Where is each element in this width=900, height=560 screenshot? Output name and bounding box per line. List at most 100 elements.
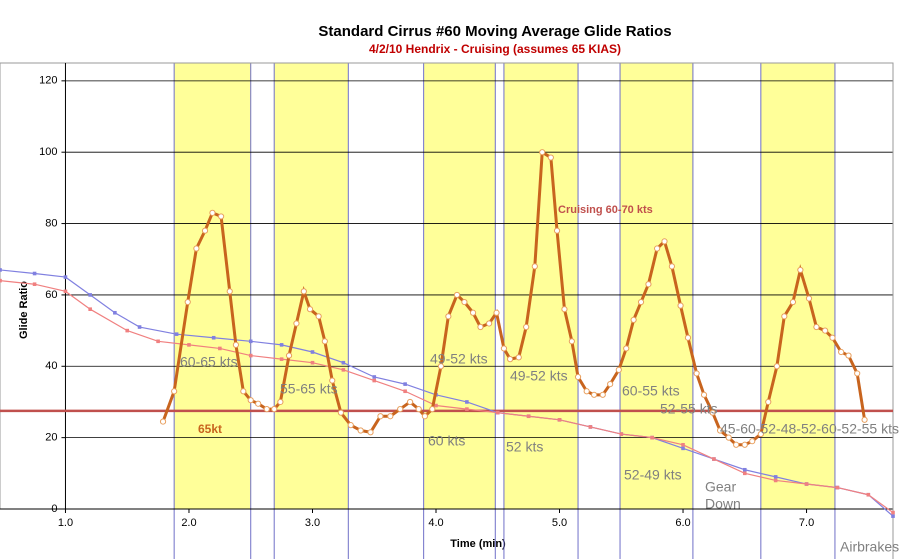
point	[310, 360, 315, 365]
y-tick-label: 80	[45, 217, 57, 229]
point	[248, 339, 253, 344]
point	[650, 435, 654, 440]
band	[620, 63, 693, 509]
point	[861, 416, 868, 423]
point	[187, 343, 191, 347]
y-tick-label: 40	[45, 360, 57, 372]
point	[174, 332, 179, 336]
point	[0, 278, 2, 283]
band	[423, 63, 496, 509]
x-tick-label: 6.0	[675, 517, 690, 529]
y-axis-label: Glide Ratio	[18, 281, 30, 339]
point	[515, 354, 522, 361]
point	[321, 338, 328, 345]
point	[681, 446, 685, 451]
point	[255, 400, 262, 407]
point	[465, 400, 469, 404]
annotation: 52-49 kts	[624, 467, 682, 483]
point	[599, 391, 606, 398]
point	[500, 345, 508, 352]
point	[630, 316, 637, 323]
band	[174, 63, 251, 509]
x-tick-label: 5.0	[552, 517, 567, 529]
point	[171, 388, 178, 395]
point	[247, 397, 254, 404]
band	[274, 63, 349, 509]
point	[372, 378, 377, 383]
point	[240, 388, 247, 395]
reference-label: 65kt	[198, 422, 222, 436]
annotation: 49-52 kts	[430, 351, 488, 367]
point	[588, 425, 593, 429]
point	[835, 485, 840, 490]
point	[838, 348, 845, 356]
y-tick-label: 100	[39, 146, 57, 158]
point	[557, 418, 562, 422]
point	[277, 398, 284, 406]
point	[684, 334, 692, 341]
point	[465, 407, 469, 411]
point	[725, 434, 732, 441]
point	[590, 391, 598, 398]
point	[677, 302, 684, 309]
point	[661, 238, 668, 245]
point	[523, 323, 530, 331]
point	[891, 510, 895, 515]
point	[547, 154, 554, 161]
point	[526, 414, 531, 419]
point	[306, 306, 314, 313]
point	[623, 345, 630, 352]
point	[434, 403, 438, 408]
point	[232, 341, 240, 348]
point	[193, 245, 200, 252]
point	[797, 266, 804, 274]
point	[866, 492, 871, 497]
point	[421, 413, 428, 420]
series-line	[161, 149, 867, 447]
chart-subtitle: 4/2/10 Hendrix - Cruising (assumes 65 KI…	[369, 42, 621, 56]
point	[693, 370, 700, 377]
annotation: 60 kts	[428, 433, 465, 449]
point	[337, 409, 344, 416]
point	[201, 227, 209, 234]
point	[821, 327, 829, 334]
series-line	[0, 280, 894, 514]
point	[531, 263, 538, 270]
point	[568, 338, 575, 345]
point	[113, 310, 117, 315]
point	[757, 430, 764, 438]
point	[645, 281, 652, 288]
point	[486, 320, 493, 327]
point	[539, 149, 546, 156]
y-tick-label: 20	[45, 432, 57, 444]
point	[310, 350, 315, 354]
annotation: 55-65 kts	[280, 381, 338, 397]
annotation: Down	[705, 496, 741, 512]
annotation: 49-52 kts	[510, 368, 568, 384]
point	[285, 352, 293, 359]
x-tick-label: 7.0	[799, 517, 814, 529]
point	[248, 353, 253, 358]
point	[583, 388, 590, 395]
point	[507, 356, 514, 363]
annotation: 52 kts	[506, 439, 543, 455]
point	[615, 366, 622, 373]
point	[403, 389, 407, 394]
point	[805, 295, 813, 302]
point	[453, 291, 461, 299]
y-tick-label: 60	[45, 289, 57, 301]
point	[749, 438, 756, 445]
point	[211, 335, 216, 340]
series-line	[0, 269, 894, 517]
point	[159, 418, 167, 425]
annotation: 60-65 kts	[180, 354, 238, 370]
point	[716, 427, 724, 434]
point	[403, 382, 407, 386]
x-tick-label: 2.0	[181, 517, 196, 529]
point	[668, 263, 676, 270]
point	[789, 298, 797, 306]
point	[619, 432, 624, 436]
point	[681, 442, 685, 447]
point	[607, 381, 614, 388]
